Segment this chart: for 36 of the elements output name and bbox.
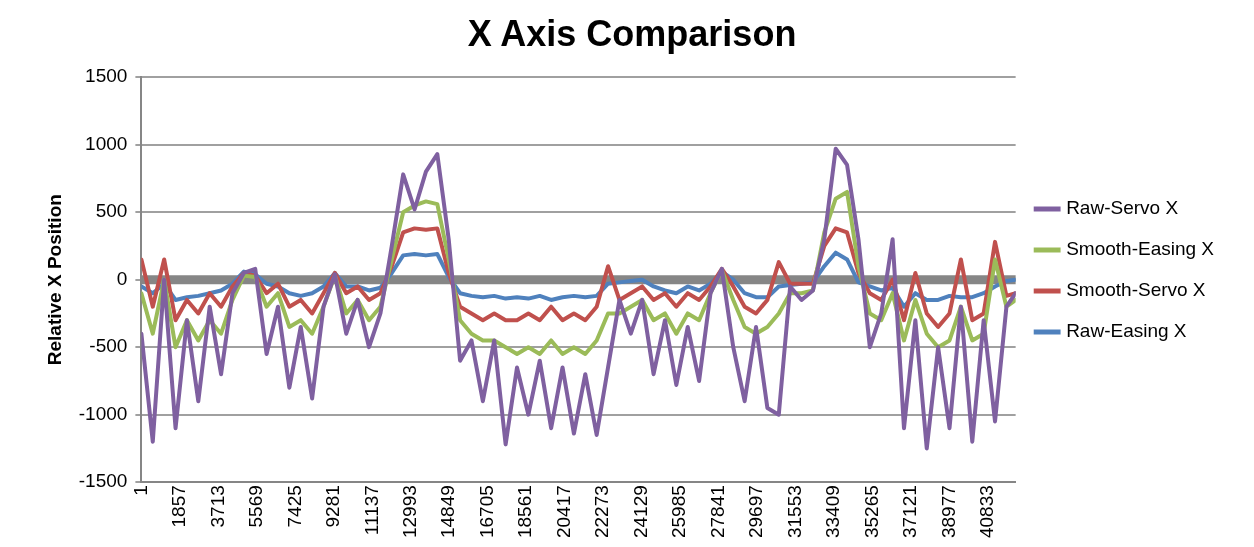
x-tick-label: 11137 — [360, 485, 382, 536]
x-tick-label: 9281 — [322, 485, 344, 528]
x-tick-label: 40833 — [976, 485, 998, 539]
x-tick-label: 25985 — [668, 485, 690, 539]
y-axis-title: Relative X Position — [43, 194, 65, 366]
x-tick-label: 31553 — [783, 485, 805, 539]
x-tick-label: 33409 — [822, 485, 844, 539]
x-tick-label: 7425 — [283, 485, 305, 528]
y-tick-label: 1500 — [85, 65, 128, 87]
x-tick-label: 1857 — [168, 485, 190, 528]
x-tick-label: 29697 — [745, 485, 767, 539]
x-tick-label: 5569 — [245, 485, 267, 528]
x-tick-label: 20417 — [552, 485, 574, 539]
x-tick-label: 1 — [129, 485, 151, 496]
x-tick-label: 38977 — [937, 485, 959, 539]
legend-label: Smooth-Servo X — [1066, 279, 1206, 301]
legend-label: Smooth-Easing X — [1066, 238, 1215, 260]
y-tick-label: -1500 — [78, 470, 128, 492]
y-tick-label: 500 — [95, 200, 128, 222]
y-tick-label: 1000 — [85, 132, 128, 154]
x-tick-label: 22273 — [591, 485, 613, 539]
y-tick-label: -500 — [89, 335, 128, 357]
x-tick-label: 16705 — [475, 485, 497, 539]
chart-title: X Axis Comparison — [467, 12, 797, 54]
legend-label: Raw-Easing X — [1066, 320, 1187, 342]
x-tick-label: 18561 — [514, 485, 536, 539]
x-tick-label: 12993 — [398, 485, 420, 539]
x-tick-label: 35265 — [860, 485, 882, 539]
x-tick-label: 14849 — [437, 485, 459, 539]
x-tick-label: 27841 — [706, 485, 728, 539]
x-tick-label: 3713 — [206, 485, 228, 528]
y-tick-label: -1000 — [78, 402, 128, 424]
x-tick-label: 37121 — [899, 485, 921, 539]
legend-label: Raw-Servo X — [1066, 197, 1179, 219]
y-tick-label: 0 — [116, 267, 128, 289]
x-tick-label: 24129 — [629, 485, 651, 539]
